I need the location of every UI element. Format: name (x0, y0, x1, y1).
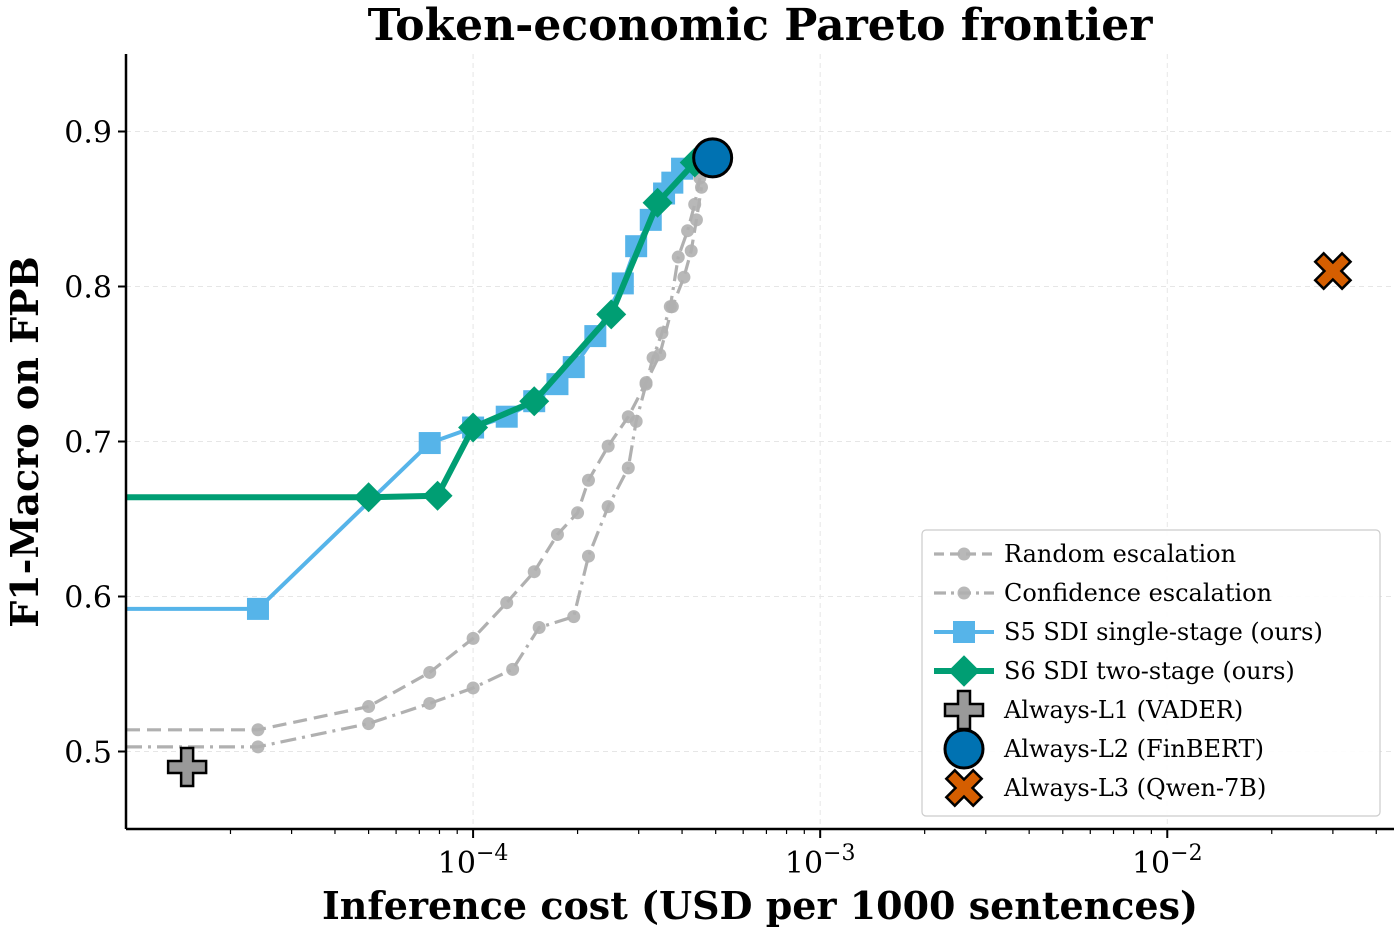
series-layer (126, 137, 1353, 788)
legend-marker (943, 728, 985, 770)
data-point (671, 250, 685, 264)
legend-label: S6 SDI two-stage (ours) (1004, 657, 1295, 685)
legend-entry: S5 SDI single-stage (ours) (934, 618, 1323, 646)
data-point (423, 665, 437, 679)
x-tick-label: 10−3 (785, 841, 856, 881)
data-point (362, 717, 376, 731)
data-point (601, 500, 615, 514)
legend-marker (943, 689, 985, 731)
y-tick-label: 0.6 (64, 581, 112, 616)
series-line (126, 177, 702, 749)
legend-label: Always-L2 (FinBERT) (1003, 735, 1264, 763)
y-tick-label: 0.7 (64, 426, 112, 461)
data-point (581, 549, 595, 563)
data-point (246, 597, 269, 620)
data-point (689, 213, 703, 227)
data-point (422, 480, 453, 511)
legend-label: Random escalation (1004, 540, 1236, 568)
data-point (458, 412, 489, 443)
legend-marker (957, 547, 971, 561)
data-point (692, 137, 734, 179)
data-point (423, 696, 437, 710)
data-point (532, 621, 546, 634)
grid (126, 54, 1394, 829)
data-point (466, 631, 480, 645)
data-point (500, 596, 514, 610)
legend-entry: Confidence escalation (934, 579, 1272, 607)
data-point (506, 662, 520, 676)
x-tick-label: 10−4 (438, 841, 509, 881)
data-point (353, 482, 384, 513)
x-tick-label: 10−2 (1132, 841, 1203, 881)
data-point (601, 439, 615, 453)
data-point (642, 187, 673, 218)
series-3 (126, 157, 694, 620)
data-point (251, 723, 265, 737)
y-tick-label: 0.8 (64, 271, 112, 306)
legend-entry: S6 SDI two-stage (ours) (934, 655, 1295, 687)
data-point (646, 351, 660, 365)
legend-entry: Always-L1 (VADER) (943, 689, 1243, 731)
series-line (126, 167, 684, 611)
data-point (166, 746, 208, 788)
legend: Random escalation Confidence escalation S5… (921, 529, 1381, 817)
data-point (1313, 251, 1353, 291)
data-point (418, 432, 441, 455)
data-point (629, 414, 643, 428)
data-point (362, 700, 376, 714)
legend-label: Confidence escalation (1004, 579, 1272, 607)
legend-label: Always-L1 (VADER) (1003, 696, 1243, 724)
data-point (527, 565, 541, 579)
y-axis-label: F1-Macro on FPB (2, 256, 47, 627)
data-point (677, 270, 691, 284)
x-axis-label: Inference cost (USD per 1000 sentences) (322, 883, 1198, 928)
legend-entry: Random escalation (934, 540, 1236, 568)
legend-label: Always-L3 (Qwen-7B) (1003, 774, 1266, 802)
data-point (684, 244, 698, 258)
data-point (567, 610, 581, 624)
legend-entry: Always-L2 (FinBERT) (943, 728, 1264, 770)
legend-marker (944, 768, 984, 808)
series-2 (126, 171, 707, 754)
data-point (466, 681, 480, 695)
legend-box (921, 529, 1381, 817)
axes: 0.5 0.6 0.7 0.8 0.9 10−4 10−3 10−2 (64, 54, 1394, 881)
data-point (550, 528, 564, 541)
data-point (251, 740, 265, 754)
legend-marker (957, 586, 971, 600)
data-point (571, 506, 585, 520)
data-point (519, 386, 550, 417)
data-point (688, 197, 702, 211)
data-point (663, 300, 677, 314)
data-point (581, 473, 595, 487)
data-point (596, 299, 627, 330)
chart-title: Token-economic Pareto frontier (368, 0, 1154, 51)
y-tick-label: 0.5 (64, 736, 112, 771)
y-tick-label: 0.9 (64, 116, 112, 151)
legend-marker (948, 655, 980, 687)
legend-label: S5 SDI single-stage (ours) (1004, 618, 1323, 646)
series-4 (126, 147, 710, 513)
data-point (621, 461, 635, 475)
data-point (681, 224, 695, 238)
data-point (655, 326, 669, 340)
legend-entry: Always-L3 (Qwen-7B) (944, 768, 1266, 808)
series-1 (126, 180, 708, 737)
data-point (639, 377, 653, 391)
legend-marker (953, 621, 975, 643)
